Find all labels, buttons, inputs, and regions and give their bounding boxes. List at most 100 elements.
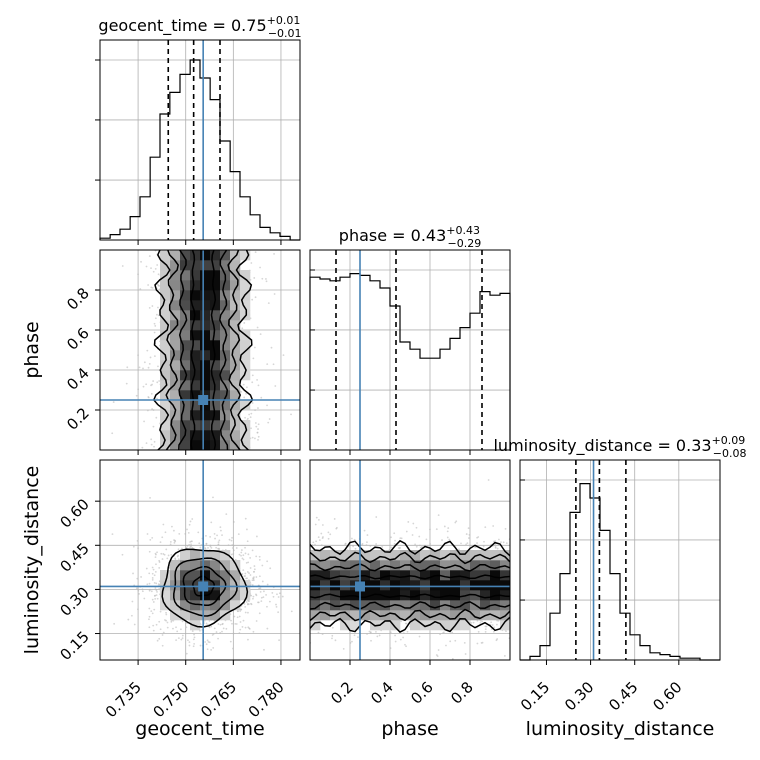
sample-point	[233, 615, 236, 618]
sample-point	[162, 631, 165, 634]
density-cell	[170, 560, 181, 571]
sample-point	[218, 539, 221, 542]
density-cell	[190, 300, 201, 311]
density-cell	[350, 620, 361, 631]
sample-point	[155, 594, 158, 597]
sample-point	[443, 631, 445, 634]
contour-line	[227, 250, 242, 450]
sample-point	[121, 553, 124, 556]
sample-point	[251, 298, 254, 301]
sample-point	[317, 518, 320, 521]
density-cell	[470, 570, 481, 581]
sample-point	[187, 639, 189, 642]
sample-point	[176, 630, 179, 633]
sample-point	[230, 619, 232, 622]
density-cell	[220, 420, 231, 431]
sample-point	[250, 262, 253, 264]
density-cell	[240, 360, 251, 371]
sample-point	[390, 546, 393, 549]
sample-point	[247, 553, 250, 556]
sample-point	[208, 641, 211, 644]
density-cell	[170, 300, 181, 311]
sample-point	[198, 542, 201, 545]
density-cell	[160, 590, 171, 601]
density-cell	[240, 440, 251, 450]
density-cell	[330, 550, 341, 561]
sample-point	[257, 407, 259, 409]
density-cell	[190, 260, 201, 271]
density-cell	[460, 610, 471, 621]
density-cell	[180, 380, 191, 391]
density-cell	[190, 250, 201, 261]
density-cell	[180, 390, 191, 401]
sample-point	[191, 518, 194, 520]
sample-point	[232, 647, 234, 650]
density-cell	[160, 380, 171, 391]
sample-point	[251, 374, 254, 377]
density-cell	[220, 600, 231, 611]
density-cell	[330, 600, 341, 611]
density-cell	[370, 550, 381, 561]
density-cell	[500, 570, 510, 581]
sample-point	[498, 538, 500, 541]
sample-point	[262, 596, 265, 599]
sample-point	[241, 327, 244, 330]
contour-line	[310, 608, 510, 622]
density-cell	[430, 580, 441, 591]
sample-point	[260, 600, 263, 603]
sample-point	[252, 579, 255, 582]
sample-point	[405, 645, 407, 648]
sample-point	[439, 633, 441, 636]
density-cell	[350, 590, 361, 601]
sample-point	[271, 592, 274, 594]
sample-point	[352, 545, 355, 548]
sample-point	[145, 442, 148, 445]
density-cell	[190, 320, 201, 331]
density-cell	[230, 440, 241, 450]
density-cell	[160, 400, 171, 411]
sample-point	[484, 628, 487, 630]
sample-point	[505, 542, 508, 545]
density-cell	[220, 310, 231, 321]
sample-point	[160, 552, 163, 555]
sample-point	[165, 611, 167, 614]
sample-point	[221, 623, 224, 626]
sample-point	[250, 594, 252, 597]
sample-point	[212, 633, 215, 635]
density-cell	[200, 360, 211, 371]
sample-point	[327, 531, 330, 534]
density-cell	[240, 340, 251, 351]
sample-point	[504, 528, 507, 530]
sample-point	[476, 542, 478, 544]
sample-point	[244, 552, 247, 555]
sample-point	[152, 601, 155, 603]
sample-point	[156, 397, 158, 400]
sample-point	[152, 568, 155, 571]
contour-line	[152, 250, 171, 450]
density-cell	[190, 360, 201, 371]
density-cell	[160, 320, 171, 331]
sample-point	[255, 620, 258, 622]
sample-point	[222, 627, 225, 630]
sample-point	[419, 544, 421, 547]
density-cell	[440, 580, 451, 591]
density-cell	[180, 340, 191, 351]
sample-point	[156, 639, 159, 642]
density-cell	[240, 250, 251, 261]
sample-point	[158, 567, 161, 569]
sample-point	[258, 558, 261, 561]
truth-marker	[198, 395, 209, 405]
density-cell	[240, 370, 251, 381]
sample-point	[147, 396, 150, 399]
sample-point	[228, 538, 231, 541]
sample-point	[137, 273, 139, 276]
sample-point	[232, 632, 235, 635]
sample-point	[213, 627, 216, 630]
sample-point	[454, 639, 457, 642]
density-cell	[230, 300, 241, 311]
sample-point	[365, 544, 368, 546]
sample-point	[151, 598, 154, 601]
sample-point	[259, 333, 262, 336]
sample-point	[244, 575, 247, 577]
